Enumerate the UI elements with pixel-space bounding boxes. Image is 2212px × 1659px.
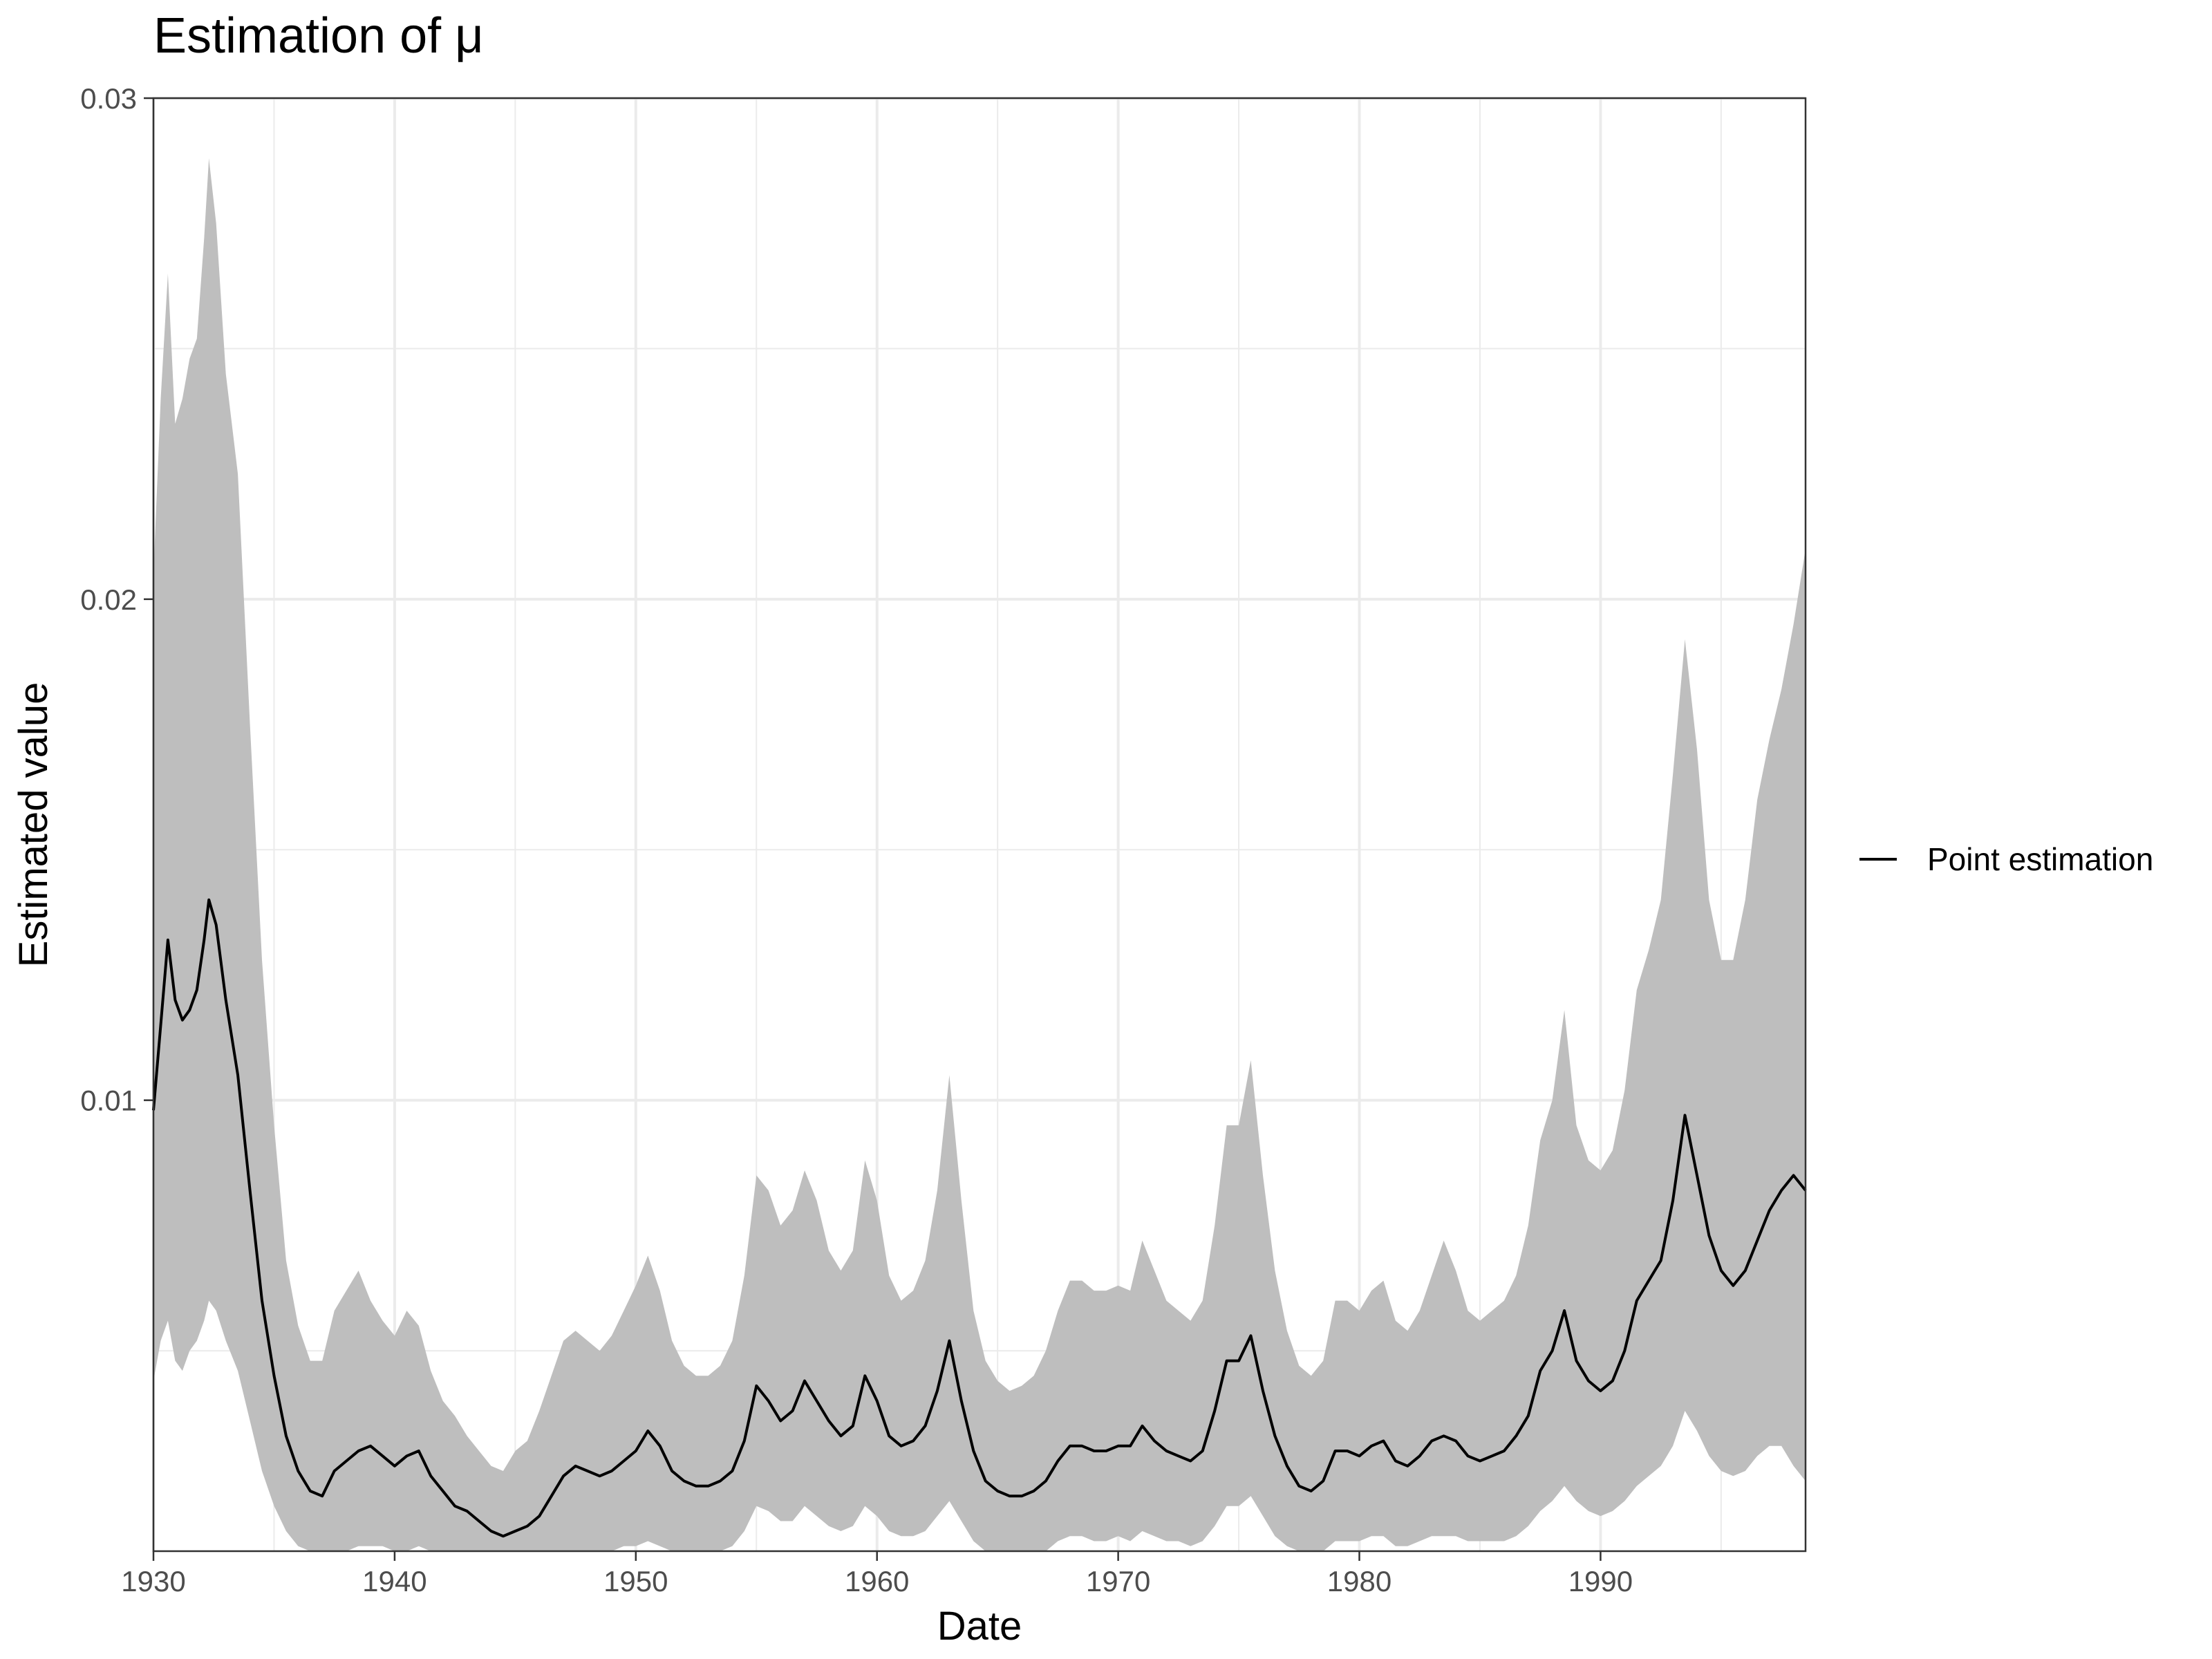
x-tick-label: 1960 bbox=[845, 1565, 909, 1597]
y-tick-label: 0.03 bbox=[80, 82, 137, 115]
point-estimation-line bbox=[152, 898, 1807, 1538]
plot-border bbox=[152, 97, 1807, 1553]
x-tick-label: 1990 bbox=[1568, 1565, 1633, 1597]
x-tick-label: 1930 bbox=[121, 1565, 185, 1597]
legend-label-point-estimation: Point estimation bbox=[1927, 841, 2153, 877]
confidence-band bbox=[153, 158, 1806, 1551]
x-tick-label: 1950 bbox=[603, 1565, 668, 1597]
y-axis-title: Estimated value bbox=[11, 682, 56, 968]
y-tick-label: 0.02 bbox=[80, 583, 137, 616]
x-axis: 1930 1940 1950 1960 1970 1980 1990 bbox=[121, 1551, 1633, 1597]
x-tick-label: 1980 bbox=[1327, 1565, 1391, 1597]
x-tick-label: 1970 bbox=[1086, 1565, 1150, 1597]
legend: Point estimation bbox=[1859, 841, 2153, 877]
chart-title: Estimation of μ bbox=[153, 8, 484, 64]
y-axis: 0.01 0.02 0.03 bbox=[80, 82, 153, 1117]
y-tick-label: 0.01 bbox=[80, 1085, 137, 1117]
x-axis-title: Date bbox=[937, 1604, 1022, 1649]
x-tick-label: 1940 bbox=[362, 1565, 427, 1597]
